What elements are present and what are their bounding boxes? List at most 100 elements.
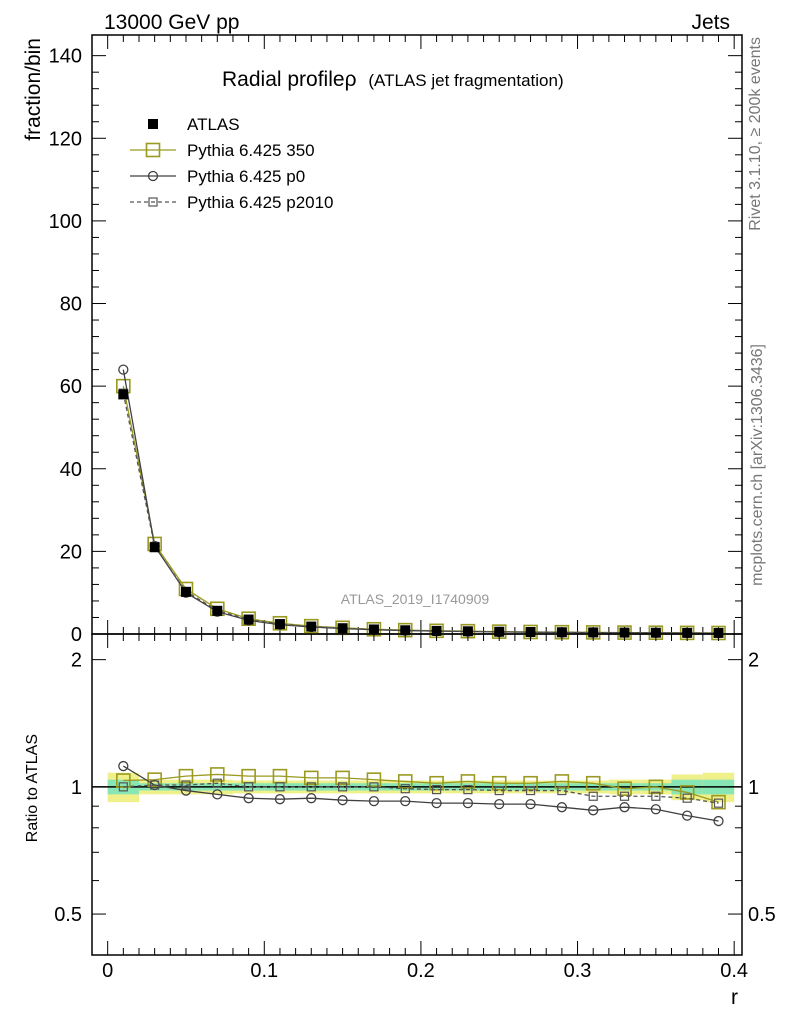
legend-label-pythia-6-425-p2010: Pythia 6.425 p2010	[187, 193, 334, 212]
point-pythia-6-425-p2010	[212, 778, 222, 788]
point-atlas	[243, 614, 254, 625]
ratio-y-tick-label-right: 1	[748, 777, 759, 799]
ratio-y-tick-label: 0.5	[54, 904, 82, 926]
point-pythia-6-425-350	[585, 775, 601, 791]
point-pythia-6-425-p0	[494, 799, 505, 810]
point-pythia-6-425-p2010	[463, 785, 473, 795]
x-tick-label: 0.4	[720, 960, 748, 982]
legend: ATLAS Pythia 6.425 350 Pythia 6.425 p0 Pyth…	[130, 115, 334, 212]
legend-label-pythia-6-425-350: Pythia 6.425 350	[187, 141, 315, 160]
point-pythia-6-425-p0	[368, 796, 380, 807]
x-tick-label: 0	[102, 960, 113, 982]
series-line-pythia-6-425-p0	[122, 765, 719, 822]
point-atlas	[462, 626, 473, 637]
series-line-pythia-6-425-p2010	[123, 782, 719, 804]
point-atlas	[149, 542, 160, 553]
point-pythia-6-425-p0	[431, 798, 442, 809]
main-y-tick-label: 100	[49, 211, 82, 233]
point-pythia-6-425-p0	[274, 794, 286, 805]
ratio-plot: 0.5 0.5 1 1 2 2 0 0.1 0.2 0.3 0.4	[54, 633, 776, 982]
point-pythia-6-425-p2010	[525, 785, 536, 796]
point-pythia-6-425-350	[429, 775, 444, 791]
header-left: 13000 GeV pp	[104, 11, 239, 34]
point-pythia-6-425-p2010	[431, 785, 442, 795]
point-atlas	[274, 619, 285, 630]
point-atlas	[306, 621, 317, 632]
point-atlas	[212, 605, 223, 616]
legend-label-pythia-6-425-p0: Pythia 6.425 p0	[187, 167, 305, 186]
series-line-pythia-6-425-350	[123, 773, 719, 803]
point-atlas	[494, 626, 505, 637]
point-pythia-6-425-p2010	[275, 782, 285, 792]
point-pythia-6-425-p0	[337, 795, 348, 806]
point-pythia-6-425-p2010	[651, 791, 661, 801]
point-pythia-6-425-p0	[243, 793, 254, 804]
point-pythia-6-425-350	[554, 774, 570, 789]
point-atlas	[337, 623, 348, 634]
point-pythia-6-425-p0	[118, 760, 129, 772]
point-atlas	[650, 627, 661, 638]
point-atlas	[713, 627, 724, 638]
main-y-tick-label: 20	[60, 541, 82, 563]
point-atlas	[619, 627, 630, 638]
side-label-top: Rivet 3.1.10, ≥ 200k events	[747, 37, 764, 231]
point-pythia-6-425-p2010	[150, 780, 160, 790]
legend-label-atlas: ATLAS	[187, 115, 240, 134]
point-pythia-6-425-p0	[118, 364, 129, 375]
point-pythia-6-425-p2010	[588, 791, 598, 801]
legend-marker-atlas	[148, 119, 158, 129]
point-pythia-6-425-p2010	[557, 785, 567, 796]
point-pythia-6-425-p0	[713, 815, 724, 827]
point-pythia-6-425-350	[491, 775, 507, 791]
point-pythia-6-425-p2010	[619, 791, 630, 801]
point-pythia-6-425-p2010	[400, 784, 410, 794]
legend-marker-pythia-6-425-p2010	[148, 197, 158, 207]
point-pythia-6-425-350	[397, 774, 413, 789]
x-axis-label: r	[731, 986, 738, 1009]
legend-marker-pythia-6-425-p0	[147, 170, 159, 182]
ratio-frame	[91, 633, 743, 956]
x-tick-label: 0.1	[250, 960, 278, 982]
point-pythia-6-425-p0	[556, 802, 568, 813]
point-pythia-6-425-p0	[212, 789, 223, 800]
point-pythia-6-425-350	[178, 768, 194, 784]
point-pythia-6-425-350	[460, 774, 476, 789]
side-label-bottom: mcplots.cern.ch [arXiv:1306.3436]	[749, 344, 766, 586]
series-line-pythia-6-425-p2010	[122, 393, 719, 634]
point-atlas	[682, 627, 693, 638]
ratio-y-tick-label: 1	[71, 777, 82, 799]
point-atlas	[400, 625, 411, 636]
analysis-watermark: ATLAS_2019_I1740909	[341, 591, 490, 607]
point-pythia-6-425-350	[648, 779, 664, 795]
point-pythia-6-425-350	[210, 767, 225, 782]
main-y-tick-label: 120	[49, 128, 82, 150]
point-pythia-6-425-350	[523, 775, 538, 791]
ratio-y-axis-label: Ratio to ATLAS	[24, 734, 41, 842]
point-pythia-6-425-p2010	[713, 798, 724, 808]
point-pythia-6-425-350	[147, 772, 162, 787]
x-tick-label: 0.3	[564, 960, 592, 982]
main-y-tick-label: 140	[49, 46, 82, 68]
point-atlas	[525, 627, 536, 638]
main-y-tick-label: 40	[60, 459, 82, 481]
point-pythia-6-425-p2010	[244, 782, 254, 792]
point-pythia-6-425-p0	[462, 798, 474, 809]
point-pythia-6-425-350	[617, 781, 632, 796]
point-pythia-6-425-p0	[619, 802, 630, 813]
point-pythia-6-425-p0	[525, 799, 536, 810]
point-atlas	[368, 624, 379, 635]
point-pythia-6-425-350	[679, 785, 695, 800]
point-pythia-6-425-p2010	[181, 780, 191, 790]
main-y-tick-label: 80	[60, 294, 82, 316]
point-atlas	[118, 389, 129, 400]
point-atlas	[556, 627, 567, 638]
point-pythia-6-425-350	[303, 770, 319, 786]
point-pythia-6-425-p0	[180, 785, 192, 796]
point-pythia-6-425-p0	[400, 796, 411, 807]
chart-title: Radial profileρ (ATLAS jet fragmentation…	[222, 68, 564, 91]
main-plot: 0 20 40 60 80 100 120 140	[49, 34, 743, 646]
legend-marker-pythia-6-425-350	[145, 142, 161, 158]
point-atlas	[588, 627, 599, 638]
point-pythia-6-425-p2010	[338, 782, 348, 792]
